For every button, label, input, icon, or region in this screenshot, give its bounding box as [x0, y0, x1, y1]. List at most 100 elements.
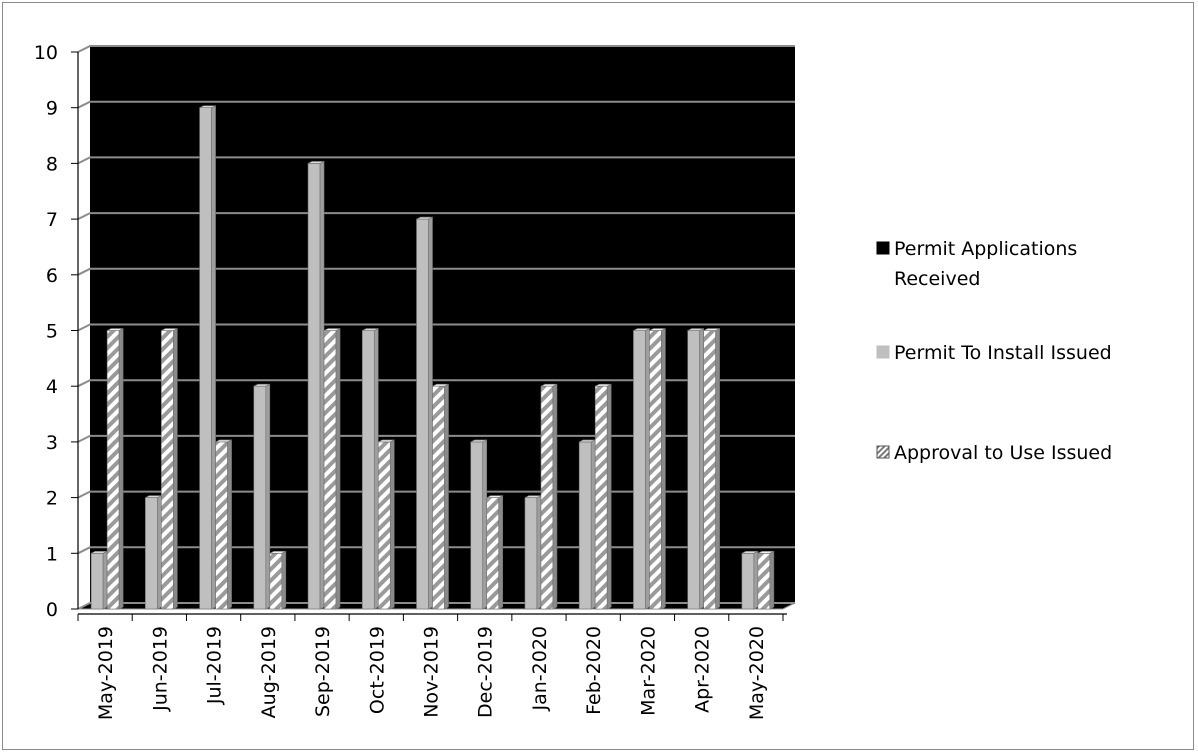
- x-tick-label: Nov-2019: [421, 626, 443, 718]
- bar-permit-to-install: [633, 328, 650, 610]
- bar-approval-to-use-side: [498, 495, 504, 610]
- bar-permit-to-install: [416, 216, 433, 610]
- x-tick-label: Sep-2019: [312, 626, 334, 717]
- bar-approval-to-use-side: [552, 383, 558, 610]
- bar-permit-to-install-front: [470, 441, 484, 610]
- bar-approval-to-use-top: [323, 328, 341, 331]
- x-tick-label: Aug-2019: [258, 626, 280, 718]
- y-tick-label: 4: [46, 376, 58, 398]
- bar-permit-to-install: [361, 328, 379, 610]
- bar-approval-to-use: [269, 550, 287, 610]
- legend-permit-to-install-label: Permit To Install Issued: [894, 342, 1112, 364]
- bar-permit-to-install: [741, 550, 759, 610]
- bar-approval-to-use-front: [649, 330, 662, 610]
- gridline: [77, 156, 795, 165]
- y-tick-label: 7: [46, 209, 58, 231]
- bar-approval-to-use: [323, 328, 341, 610]
- x-tick-label: Jul-2019: [204, 626, 226, 705]
- x-tick-label: May-2020: [746, 626, 768, 720]
- bar-approval-to-use-top: [269, 550, 286, 554]
- x-tick-label: Jun-2019: [149, 626, 171, 712]
- bar-permit-to-install-front: [633, 330, 646, 610]
- bar-approval-to-use-side: [606, 383, 612, 610]
- legend-permit-to-install-swatch: [876, 345, 890, 359]
- bar-approval-to-use-side: [118, 328, 124, 610]
- bar-approval-to-use-front: [106, 330, 120, 610]
- bar-approval-to-use-top: [757, 550, 775, 554]
- legend-permit-applications-label: Received: [894, 268, 980, 290]
- bar-approval-to-use-front: [377, 441, 391, 610]
- legend-permit-to-install: Permit To Install Issued: [876, 342, 1112, 364]
- bar-approval-to-use-top: [215, 439, 232, 443]
- bar-permit-to-install: [145, 495, 162, 610]
- bar-permit-to-install-front: [307, 163, 321, 610]
- bar-approval-to-use: [703, 328, 720, 610]
- bar-permit-to-install-side: [699, 328, 704, 610]
- bar-approval-to-use-side: [281, 550, 287, 610]
- gridline: [77, 100, 795, 109]
- bar-permit-to-install-side: [319, 160, 325, 610]
- bar-approval-to-use-front: [161, 330, 174, 610]
- bar-permit-to-install: [90, 550, 108, 610]
- bar-permit-to-install-top: [470, 439, 487, 443]
- bar-permit-to-install: [199, 105, 216, 610]
- bar-approval-to-use-top: [540, 383, 558, 387]
- legend-permit-applications: Permit Applications Received: [876, 238, 1077, 290]
- bar-permit-to-install-front: [687, 330, 700, 610]
- bar-approval-to-use: [161, 328, 178, 610]
- y-tick-label: 9: [46, 98, 58, 120]
- bar-approval-to-use: [486, 495, 504, 610]
- bar-approval-to-use-front: [486, 497, 500, 610]
- bar-approval-to-use-front: [540, 385, 554, 610]
- bar-approval-to-use-side: [227, 439, 232, 610]
- legend-approval-to-use-swatch: [876, 445, 890, 459]
- bar-permit-to-install-front: [741, 552, 755, 610]
- bar-approval-to-use-front: [269, 552, 283, 610]
- bar-approval-to-use-top: [106, 328, 124, 331]
- x-tick-label: Dec-2019: [475, 626, 497, 718]
- bar-approval-to-use-side: [444, 383, 449, 610]
- bar-permit-to-install-top: [253, 383, 270, 387]
- bar-approval-to-use-top: [595, 383, 612, 387]
- gridline: [77, 490, 795, 499]
- bar-approval-to-use-top: [161, 328, 178, 331]
- bar-permit-to-install-top: [199, 105, 216, 108]
- bar-permit-to-install-front: [578, 441, 592, 610]
- bar-permit-to-install-side: [211, 105, 216, 610]
- y-tick-label: 2: [46, 488, 58, 510]
- x-tick-label: Jan-2020: [529, 626, 551, 712]
- legend-approval-to-use-label: Approval to Use Issued: [894, 442, 1112, 464]
- bar-approval-to-use: [540, 383, 558, 610]
- bar-permit-to-install: [578, 439, 596, 610]
- bar-permit-to-install-top: [416, 216, 433, 220]
- gridline: [77, 323, 795, 332]
- bar-approval-to-use-top: [703, 328, 720, 331]
- bar-permit-to-install-side: [157, 495, 162, 610]
- bar-permit-to-install-top: [307, 161, 325, 164]
- legend-approval-to-use: Approval to Use Issued: [876, 442, 1112, 464]
- legend-permit-applications-label: Permit Applications: [894, 238, 1077, 260]
- bar-approval-to-use-top: [486, 495, 503, 498]
- bar-approval-to-use-front: [594, 385, 608, 610]
- bar-permit-to-install-top: [741, 550, 759, 554]
- bar-permit-to-install-side: [536, 495, 542, 610]
- bar-approval-to-use-front: [432, 385, 445, 610]
- bar-approval-to-use: [377, 439, 395, 610]
- bar-permit-to-install-side: [645, 328, 650, 610]
- bar-approval-to-use: [757, 550, 775, 610]
- y-tick-label: 1: [46, 543, 58, 565]
- bar-permit-to-install-side: [373, 328, 379, 610]
- bar-permit-to-install-front: [253, 385, 267, 610]
- x-tick-label: Oct-2019: [366, 626, 388, 714]
- bar-permit-to-install: [470, 439, 488, 610]
- bar-approval-to-use-top: [378, 439, 395, 443]
- x-tick-label: May-2019: [95, 626, 117, 720]
- bar-approval-to-use-side: [769, 550, 775, 610]
- bar-approval-to-use: [106, 328, 124, 610]
- bar-approval-to-use-front: [215, 441, 228, 610]
- bar-permit-to-install-front: [524, 497, 538, 610]
- bar-approval-to-use-front: [323, 330, 337, 610]
- bar-approval-to-use-front: [703, 330, 716, 610]
- bar-permit-to-install-front: [145, 497, 158, 610]
- bar-permit-to-install-front: [416, 218, 429, 610]
